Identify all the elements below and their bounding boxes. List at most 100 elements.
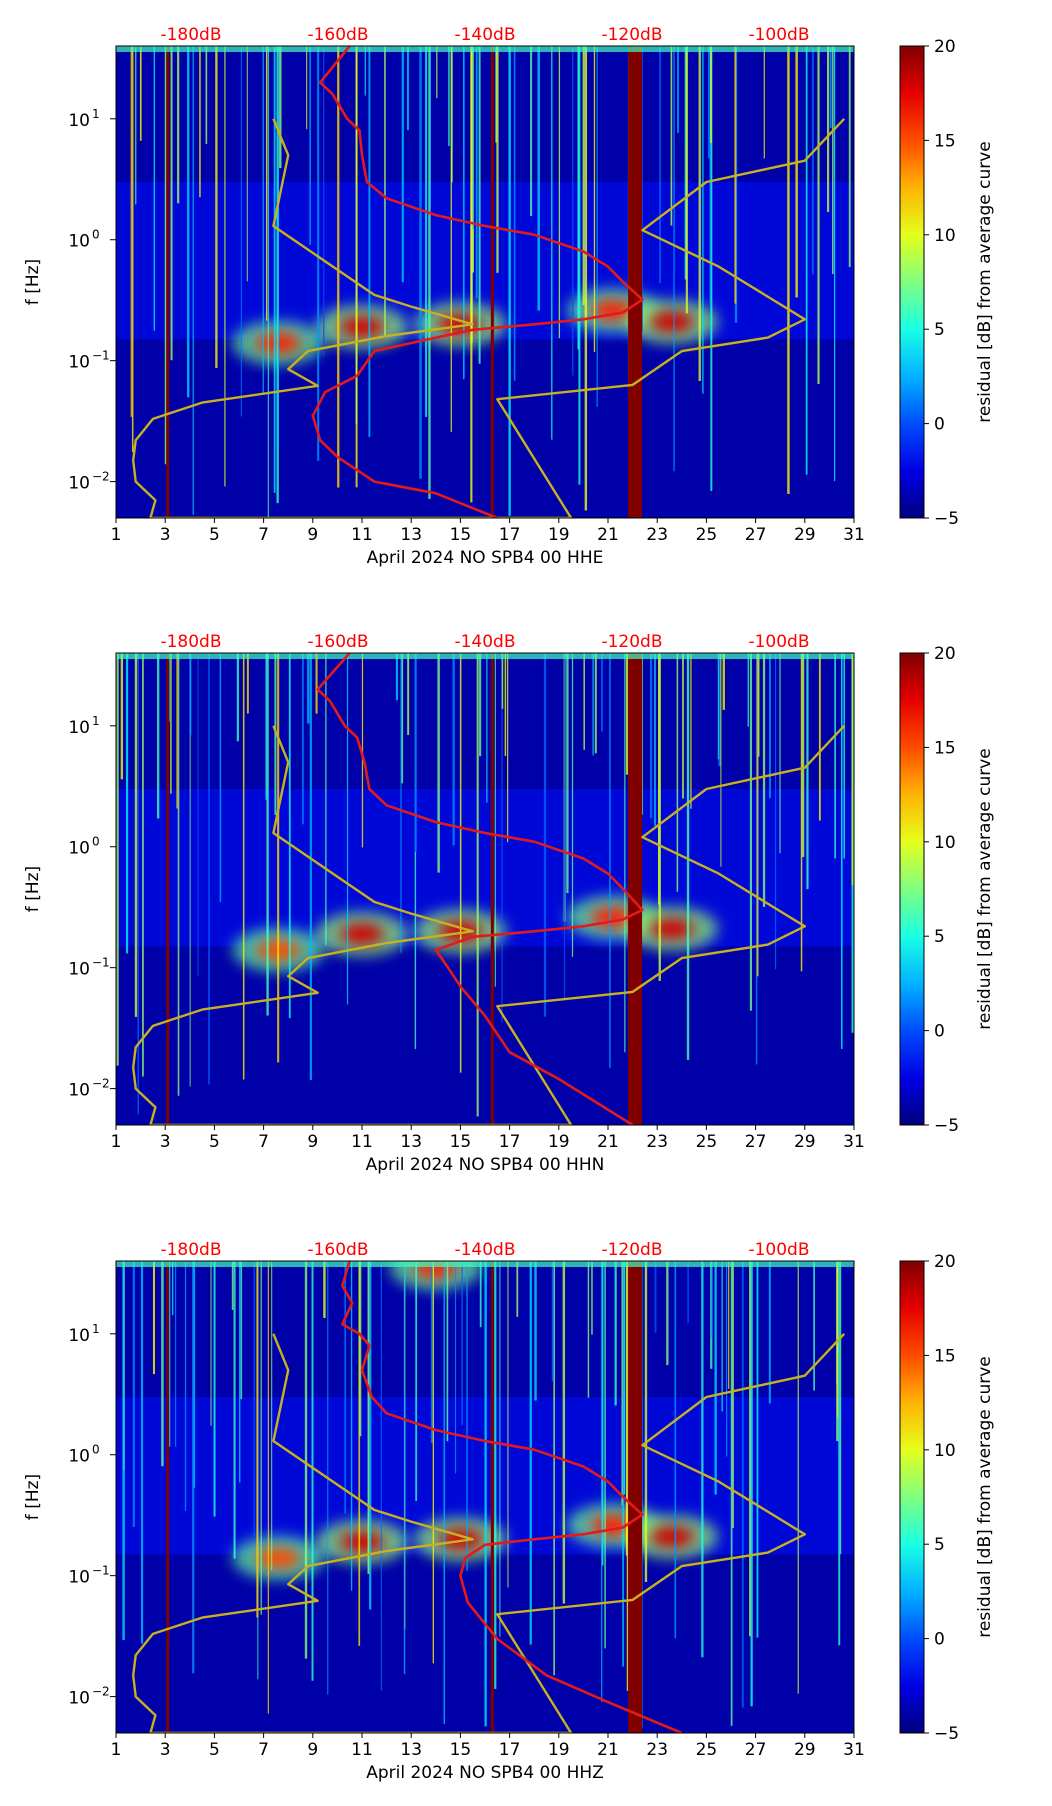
x-tick-label: 25 [696, 1132, 718, 1152]
noise-streak [140, 1261, 144, 1644]
hot-spot [256, 1547, 301, 1568]
noise-streak [829, 46, 832, 129]
noise-streak [762, 653, 766, 907]
colorbar-label: residual [dB] from average curve [975, 141, 995, 422]
noise-streak [139, 46, 142, 141]
vertical-band [628, 653, 643, 1125]
noise-streak [309, 46, 312, 246]
noise-streak [749, 1261, 751, 1637]
x-tick-label: 27 [745, 1740, 767, 1760]
colorbar-tick-label: 5 [934, 1535, 945, 1555]
vertical-band [628, 1261, 643, 1733]
hot-spot [340, 316, 384, 337]
noise-streak [787, 46, 790, 495]
noise-streak [649, 653, 653, 819]
db-scale-label: -160dB [307, 1240, 368, 1260]
noise-streak [448, 46, 450, 147]
noise-streak [827, 46, 830, 212]
plot-area [116, 1261, 854, 1733]
noise-streak [682, 653, 684, 799]
noise-streak [563, 653, 566, 1001]
noise-streak [177, 46, 180, 204]
y-tick-exponent: −1 [92, 956, 110, 970]
x-tick-label: 1 [111, 525, 122, 545]
colorbar-tick-label: −5 [934, 509, 959, 529]
vertical-band [166, 1261, 170, 1733]
noise-streak [395, 653, 398, 701]
noise-streak [562, 1261, 566, 1604]
noise-streak [317, 46, 320, 461]
noise-streak [350, 1261, 353, 1591]
noise-streak [164, 46, 168, 465]
noise-streak [800, 653, 803, 972]
noise-streak [551, 1261, 554, 1381]
noise-streak [484, 1261, 487, 1727]
noise-streak [407, 653, 410, 735]
noise-streak [769, 653, 771, 799]
y-tick-exponent: 0 [92, 835, 100, 849]
db-scale-label: -160dB [307, 632, 368, 652]
noise-streak [213, 1261, 216, 1517]
vertical-band [490, 1261, 494, 1733]
noise-streak [466, 1261, 468, 1571]
plot-area [116, 46, 854, 518]
hot-spot [649, 918, 694, 939]
hot-spot [340, 1531, 384, 1552]
noise-streak [529, 1261, 532, 1645]
noise-streak [622, 1261, 624, 1667]
noise-streak [430, 1261, 433, 1444]
plot-area [116, 653, 854, 1125]
noise-streak [543, 653, 547, 1017]
db-scale-label: -100dB [748, 25, 809, 45]
y-tick-exponent: −1 [92, 1564, 110, 1578]
noise-streak [459, 653, 462, 1073]
noise-streak [120, 653, 124, 780]
vertical-band [166, 653, 170, 1125]
noise-streak [116, 653, 119, 1066]
noise-streak [609, 653, 611, 1069]
x-tick-label: 21 [597, 525, 619, 545]
vertical-band [490, 653, 494, 1125]
noise-streak [172, 1261, 174, 1316]
noise-streak [401, 653, 404, 784]
noise-streak [224, 46, 226, 487]
noise-streak [267, 46, 269, 518]
noise-streak [403, 1261, 406, 1675]
noise-streak [833, 46, 836, 482]
noise-streak [242, 653, 245, 1080]
db-scale-label: -120dB [601, 632, 662, 652]
noise-streak [368, 46, 371, 438]
noise-streak [461, 1261, 463, 1426]
noise-streak [184, 1261, 187, 1511]
noise-streak [710, 46, 712, 144]
noise-streak [811, 46, 814, 275]
y-tick-label: 10 [68, 111, 90, 131]
noise-streak [726, 1261, 728, 1457]
colorbar-tick-label: 10 [934, 226, 956, 246]
y-tick-exponent: −2 [92, 1077, 110, 1091]
noise-streak [175, 1261, 177, 1447]
noise-streak [346, 653, 349, 1005]
noise-streak [806, 653, 809, 890]
noise-streak [309, 653, 312, 1081]
db-scale-label: -140dB [454, 25, 515, 45]
x-tick-label: 15 [450, 525, 472, 545]
noise-streak [446, 1261, 449, 1442]
y-tick-label: 10 [68, 232, 90, 252]
noise-streak [851, 653, 854, 886]
noise-streak [265, 653, 268, 800]
noise-streak [177, 653, 180, 1096]
noise-streak [566, 653, 569, 894]
x-tick-label: 11 [351, 1740, 373, 1760]
noise-streak [614, 1261, 617, 1406]
y-tick-label: 10 [68, 1081, 90, 1101]
noise-streak [132, 1261, 135, 1527]
noise-streak [582, 46, 585, 306]
colorbar-tick-label: −5 [934, 1116, 959, 1136]
y-tick-exponent: 0 [92, 228, 100, 242]
colorbar-tick-label: 5 [934, 320, 945, 340]
x-tick-label: 5 [209, 1740, 220, 1760]
x-tick-label: 9 [307, 1740, 318, 1760]
noise-streak [401, 46, 404, 283]
